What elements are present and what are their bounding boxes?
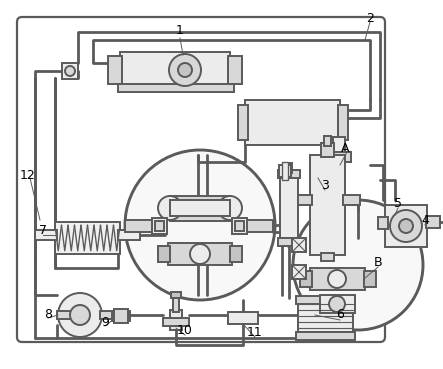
Circle shape	[169, 54, 201, 86]
Bar	[292, 265, 306, 279]
Bar	[230, 246, 242, 262]
Circle shape	[58, 293, 102, 337]
Bar	[168, 243, 232, 265]
Bar	[228, 56, 242, 84]
Bar	[57, 311, 72, 319]
Bar	[385, 205, 427, 247]
Bar	[163, 318, 189, 326]
Bar	[112, 311, 130, 321]
Bar	[170, 200, 230, 216]
Bar	[279, 165, 291, 177]
Circle shape	[329, 296, 345, 312]
Circle shape	[293, 200, 423, 330]
Bar	[170, 196, 230, 221]
Text: A: A	[341, 141, 349, 155]
Bar	[295, 195, 312, 205]
Bar	[232, 218, 247, 234]
Bar	[278, 238, 300, 246]
Bar	[235, 221, 244, 231]
Bar	[326, 152, 351, 162]
Bar	[245, 100, 340, 145]
Bar	[321, 253, 334, 261]
Bar	[324, 136, 331, 146]
Bar	[333, 137, 345, 155]
Text: 1: 1	[176, 24, 184, 37]
Text: 7: 7	[39, 224, 47, 237]
Circle shape	[218, 196, 242, 220]
Bar	[243, 220, 273, 232]
Bar	[321, 143, 334, 157]
Text: 3: 3	[321, 179, 329, 192]
Bar	[170, 310, 182, 330]
Bar	[62, 63, 78, 79]
Text: 9: 9	[101, 315, 109, 328]
Text: 5: 5	[394, 197, 402, 210]
Bar	[35, 230, 57, 240]
Circle shape	[399, 219, 413, 233]
Text: 12: 12	[20, 169, 36, 182]
Circle shape	[125, 150, 275, 300]
Bar	[118, 230, 140, 240]
Bar	[278, 170, 300, 178]
Bar	[338, 105, 348, 140]
Bar	[100, 311, 115, 319]
Text: B: B	[374, 256, 382, 269]
Circle shape	[328, 270, 346, 288]
Bar	[120, 52, 230, 88]
Bar	[155, 221, 164, 231]
Bar	[238, 105, 248, 140]
Circle shape	[178, 63, 192, 77]
Text: 10: 10	[177, 324, 193, 337]
Bar	[282, 162, 288, 180]
Bar	[292, 238, 306, 252]
Text: 4: 4	[421, 214, 429, 227]
Text: 6: 6	[336, 308, 344, 321]
Bar	[55, 222, 120, 254]
Bar	[108, 56, 122, 84]
Bar	[173, 296, 179, 312]
Bar	[426, 216, 440, 228]
Bar	[310, 155, 345, 255]
Text: 8: 8	[44, 308, 52, 321]
Bar	[114, 309, 128, 323]
Bar	[280, 175, 298, 240]
Bar	[171, 292, 181, 298]
Bar	[298, 298, 353, 336]
Circle shape	[390, 210, 422, 242]
Text: 11: 11	[247, 327, 263, 339]
Bar	[125, 220, 155, 232]
Circle shape	[190, 244, 210, 264]
Bar	[152, 218, 167, 234]
Bar	[286, 163, 292, 173]
Circle shape	[65, 66, 75, 76]
Bar	[296, 332, 355, 340]
FancyBboxPatch shape	[17, 17, 385, 342]
Bar	[118, 84, 234, 92]
Circle shape	[70, 305, 90, 325]
Bar	[228, 312, 258, 324]
Bar	[296, 296, 355, 304]
Bar	[320, 295, 355, 313]
Bar	[158, 246, 170, 262]
Bar	[364, 271, 376, 287]
Bar	[310, 268, 365, 290]
Bar	[378, 217, 388, 229]
Bar	[343, 195, 360, 205]
Circle shape	[158, 196, 182, 220]
Text: 2: 2	[366, 11, 374, 24]
Bar	[300, 271, 312, 287]
